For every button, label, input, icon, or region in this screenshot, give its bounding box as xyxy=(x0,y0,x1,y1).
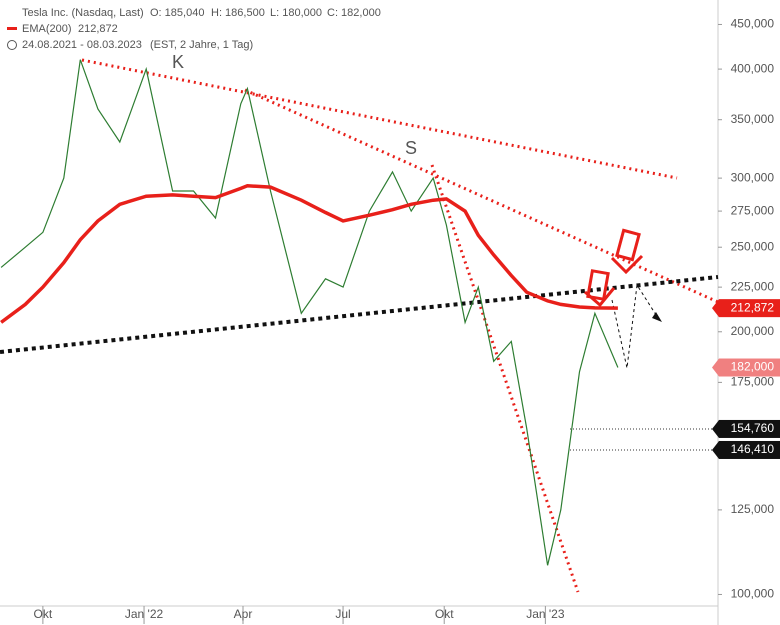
price-tag-label: 212,872 xyxy=(731,300,775,314)
support-line xyxy=(0,275,719,354)
period: 24.08.2021 - 08.03.2023 xyxy=(22,39,142,51)
header-close: C: 182,000 xyxy=(327,7,381,19)
annotation: S xyxy=(405,138,417,158)
ema-value: 212,872 xyxy=(78,23,118,35)
legend: Tesla Inc. (Nasdaq, Last) O: 185,040 H: … xyxy=(7,7,381,51)
trend-line xyxy=(244,88,719,304)
marker-arrow xyxy=(615,228,641,262)
y-tick-label: 450,000 xyxy=(731,17,775,31)
arrow-head xyxy=(652,312,662,322)
ema-line xyxy=(0,184,618,324)
y-tick-label: 300,000 xyxy=(731,170,775,184)
trend-line xyxy=(81,58,678,180)
x-tick-label: Apr xyxy=(234,607,253,621)
price-tag-tip xyxy=(712,419,719,438)
price-tag xyxy=(719,440,780,459)
header-high: H: 186,500 xyxy=(211,7,265,19)
y-tick-label: 125,000 xyxy=(731,502,775,516)
period-info: (EST, 2 Jahre, 1 Tag) xyxy=(150,39,253,51)
x-tick-label: Jul xyxy=(335,607,350,621)
legend-swatch xyxy=(7,27,17,30)
header-low: L: 180,000 xyxy=(270,7,322,19)
header-open: O: 185,040 xyxy=(150,7,204,19)
y-tick-label: 250,000 xyxy=(731,239,775,253)
price-line xyxy=(0,59,619,566)
annotation: K xyxy=(172,52,184,72)
price-tag-tip xyxy=(712,299,719,318)
price-tag-tip xyxy=(712,440,719,459)
marker-arrow xyxy=(610,254,644,275)
price-tag xyxy=(719,358,780,377)
y-tick-label: 350,000 xyxy=(731,112,775,126)
y-tick-label: 175,000 xyxy=(731,375,775,389)
y-tick-label: 200,000 xyxy=(731,324,775,338)
x-tick-label: Okt xyxy=(34,607,53,621)
y-tick-label: 100,000 xyxy=(731,587,775,601)
price-tag xyxy=(719,299,780,318)
x-tick-label: Jan '23 xyxy=(526,607,565,621)
price-tag-label: 182,000 xyxy=(731,360,775,374)
y-tick-label: 275,000 xyxy=(731,203,775,217)
price-tag-label: 154,760 xyxy=(731,421,775,435)
price-tag xyxy=(719,419,780,438)
x-tick-label: Jan '22 xyxy=(125,607,164,621)
y-tick-label: 400,000 xyxy=(731,61,775,75)
marker-arrow xyxy=(586,269,610,301)
y-tick-label: 225,000 xyxy=(731,279,775,293)
x-tick-label: Okt xyxy=(435,607,454,621)
ema-label: EMA(200) xyxy=(22,23,72,35)
price-tag-label: 146,410 xyxy=(731,442,775,456)
price-tag-tip xyxy=(712,358,719,377)
drawings xyxy=(0,58,719,593)
clock-icon xyxy=(7,40,17,50)
header-name: Tesla Inc. (Nasdaq, Last) xyxy=(22,7,144,19)
marker-arrow xyxy=(584,287,616,308)
